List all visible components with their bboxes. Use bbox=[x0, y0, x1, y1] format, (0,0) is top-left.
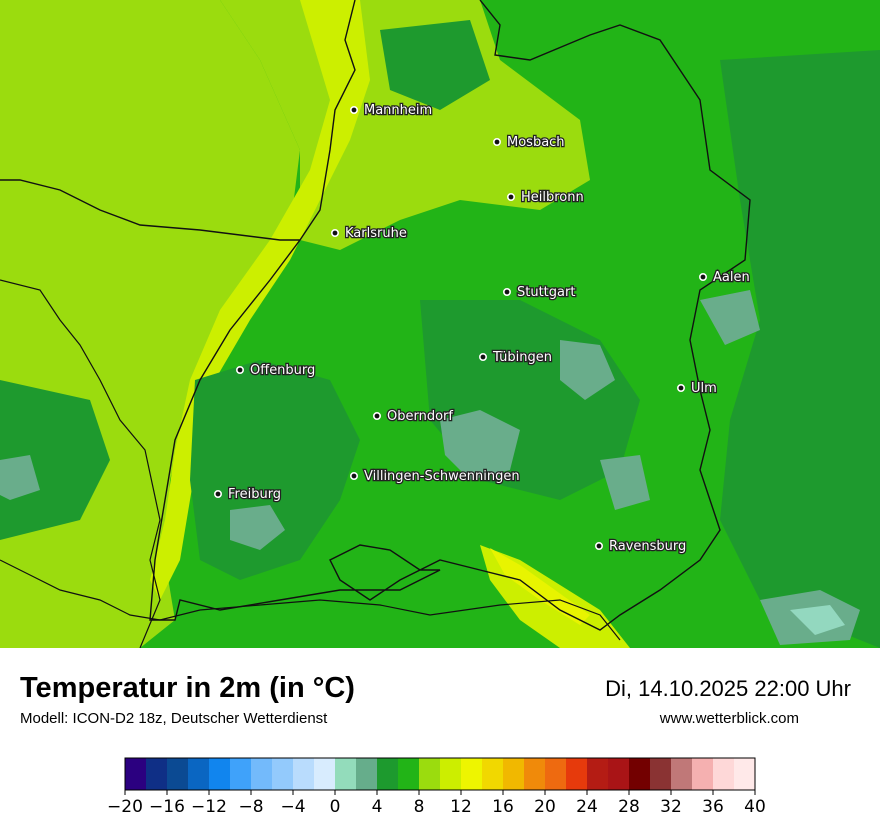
scale-swatch-5 bbox=[230, 758, 252, 790]
city-dot-mosbach bbox=[492, 138, 501, 147]
city-label-freiburg: Freiburg bbox=[228, 487, 281, 502]
odenwald-cool-zone bbox=[380, 20, 490, 110]
scale-swatch-8 bbox=[293, 758, 315, 790]
scale-swatch-23 bbox=[608, 758, 630, 790]
source-url[interactable]: www.wetterblick.com bbox=[659, 710, 799, 727]
model-subtitle: Modell: ICON-D2 18z, Deutscher Wetterdie… bbox=[20, 710, 328, 727]
forecast-datetime: Di, 14.10.2025 22:00 Uhr bbox=[605, 676, 851, 701]
city-dot-offenburg bbox=[236, 365, 245, 374]
scale-tick-label-4: −4 bbox=[280, 797, 305, 817]
city-label-karlsruhe: Karlsruhe bbox=[345, 226, 407, 241]
map-title: Temperatur in 2m (in °C) bbox=[20, 672, 355, 704]
cold-patch-4 bbox=[600, 455, 650, 510]
scale-tick-label-1: −16 bbox=[149, 797, 185, 817]
scale-tick-label-7: 8 bbox=[414, 797, 425, 817]
scale-swatch-21 bbox=[566, 758, 588, 790]
scale-tick-label-10: 20 bbox=[534, 797, 556, 817]
scale-tick-label-14: 36 bbox=[702, 797, 724, 817]
city-dot-heilbronn bbox=[506, 193, 515, 202]
scale-swatch-11 bbox=[356, 758, 378, 790]
city-label-aalen: Aalen bbox=[713, 270, 750, 285]
city-dot-oberndorf bbox=[372, 411, 381, 420]
scale-tick-label-3: −8 bbox=[238, 797, 263, 817]
color-scale-swatches bbox=[125, 758, 756, 790]
scale-tick-label-0: −20 bbox=[107, 797, 143, 817]
scale-swatch-27 bbox=[692, 758, 714, 790]
cold-patch-1 bbox=[440, 410, 520, 480]
coldest-patch bbox=[790, 605, 845, 635]
scale-swatch-26 bbox=[671, 758, 693, 790]
scale-tick-label-8: 12 bbox=[450, 797, 472, 817]
scale-tick-label-5: 0 bbox=[330, 797, 341, 817]
country-border bbox=[0, 279, 621, 648]
scale-swatch-16 bbox=[461, 758, 483, 790]
scale-swatch-12 bbox=[377, 758, 399, 790]
scale-swatch-13 bbox=[398, 758, 420, 790]
scale-swatch-29 bbox=[734, 758, 756, 790]
scale-swatch-17 bbox=[482, 758, 504, 790]
scale-swatch-15 bbox=[440, 758, 462, 790]
city-label-stuttgart: Stuttgart bbox=[517, 285, 575, 300]
scale-swatch-24 bbox=[629, 758, 651, 790]
cold-patch-7 bbox=[0, 455, 40, 500]
city-dot-ulm bbox=[676, 383, 685, 392]
city-label-heilbronn: Heilbronn bbox=[521, 190, 584, 205]
scale-swatch-19 bbox=[524, 758, 546, 790]
color-scale-ticks: −20 −16 −12 −8 −4 0 4 8 12 16 20 24 28 32 36 40 bbox=[107, 790, 766, 817]
scale-swatch-6 bbox=[251, 758, 273, 790]
scale-swatch-0 bbox=[125, 758, 147, 790]
scale-tick-label-13: 32 bbox=[660, 797, 682, 817]
scale-swatch-4 bbox=[209, 758, 231, 790]
scale-swatch-3 bbox=[188, 758, 210, 790]
city-markers: Mannheim Mosbach Heilbronn Karlsruhe Aalen St… bbox=[214, 102, 751, 555]
state-border bbox=[0, 0, 751, 631]
scale-swatch-18 bbox=[503, 758, 525, 790]
rhine-valley-warmest-strip bbox=[150, 0, 370, 600]
scale-swatch-2 bbox=[167, 758, 189, 790]
city-dot-mannheim bbox=[349, 106, 358, 115]
city-label-ulm: Ulm bbox=[691, 381, 717, 396]
scale-swatch-1 bbox=[146, 758, 168, 790]
city-label-t-bingen: Tübingen bbox=[492, 350, 552, 365]
south-west-cool-zone bbox=[0, 380, 110, 540]
scale-swatch-10 bbox=[335, 758, 357, 790]
cold-patch-2 bbox=[230, 505, 285, 550]
city-label-offenburg: Offenburg bbox=[250, 363, 315, 378]
scale-swatch-22 bbox=[587, 758, 609, 790]
scale-swatch-14 bbox=[419, 758, 441, 790]
city-dot-t-bingen bbox=[478, 352, 487, 361]
city-dot-karlsruhe bbox=[330, 229, 339, 238]
scale-swatch-9 bbox=[314, 758, 336, 790]
scale-swatch-28 bbox=[713, 758, 735, 790]
city-label-mannheim: Mannheim bbox=[364, 103, 432, 118]
scale-swatch-25 bbox=[650, 758, 672, 790]
scale-tick-label-11: 24 bbox=[576, 797, 598, 817]
city-label-oberndorf: Oberndorf bbox=[387, 409, 453, 424]
scale-tick-label-15: 40 bbox=[744, 797, 766, 817]
lake-constance-warmest bbox=[490, 548, 590, 625]
east-cool-zone bbox=[720, 50, 880, 648]
cold-patch-3 bbox=[560, 340, 615, 400]
city-label-villingen-schwenningen: Villingen-Schwenningen bbox=[364, 469, 520, 484]
city-dot-stuttgart bbox=[502, 287, 511, 296]
scale-tick-label-2: −12 bbox=[191, 797, 227, 817]
city-dot-ravensburg bbox=[594, 541, 603, 550]
scale-swatch-7 bbox=[272, 758, 294, 790]
city-dot-freiburg bbox=[214, 489, 223, 498]
city-dot-villingen-schwenningen bbox=[349, 471, 358, 480]
scale-tick-label-6: 4 bbox=[372, 797, 383, 817]
scale-swatch-20 bbox=[545, 758, 567, 790]
temperature-map: Mannheim Mosbach Heilbronn Karlsruhe Aalen St… bbox=[0, 0, 880, 648]
scale-tick-label-12: 28 bbox=[618, 797, 640, 817]
scale-tick-label-9: 16 bbox=[492, 797, 514, 817]
cold-patch-5 bbox=[700, 290, 760, 345]
temperature-color-scale: −20 −16 −12 −8 −4 0 4 8 12 16 20 24 28 32 36 40 bbox=[107, 757, 766, 817]
color-scale-frame bbox=[124, 757, 756, 791]
city-label-ravensburg: Ravensburg bbox=[609, 539, 686, 554]
city-dot-aalen bbox=[698, 272, 707, 281]
city-label-mosbach: Mosbach bbox=[507, 135, 565, 150]
